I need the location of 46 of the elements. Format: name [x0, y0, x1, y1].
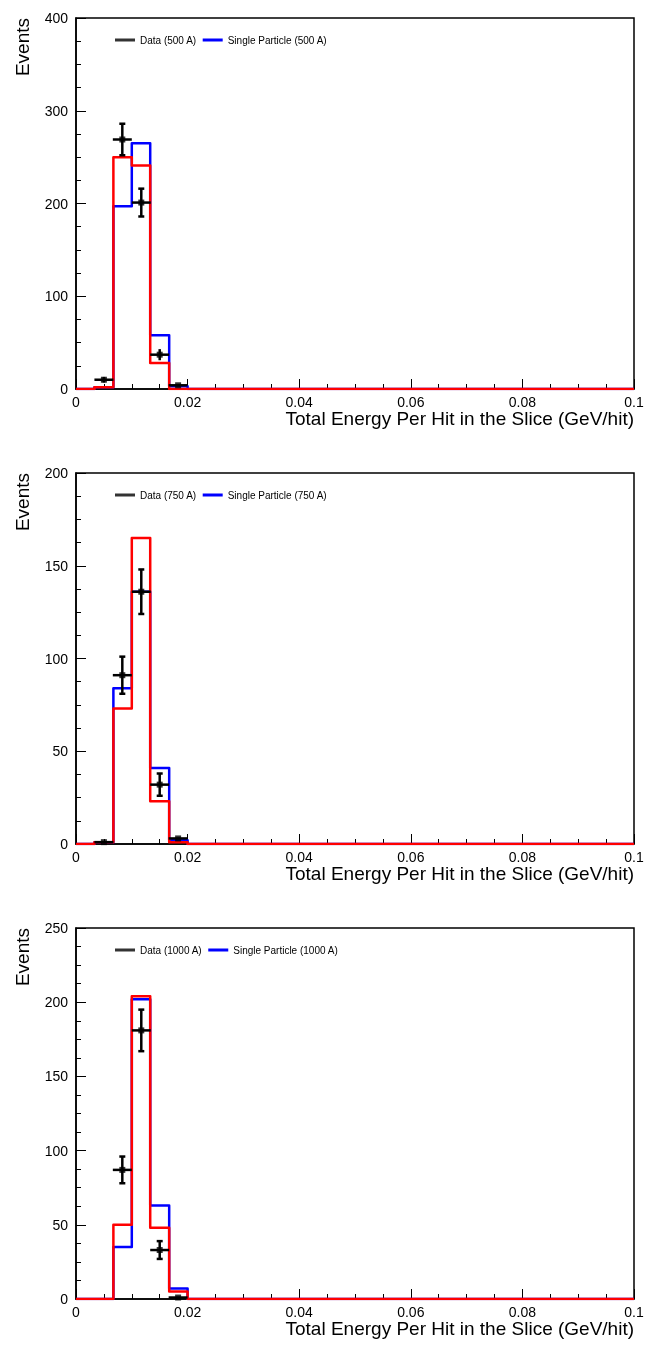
y-tick-label: 150 [44, 1068, 69, 1085]
x-tick-label: 0 [72, 1304, 81, 1320]
y-tick-label: 400 [44, 10, 69, 26]
x-axis-title: Total Energy Per Hit in the Slice (GeV/hit) [285, 408, 634, 429]
x-tick-label: 0 [72, 394, 81, 410]
y-tick-label: 0 [60, 1291, 69, 1307]
x-tick-label: 0.02 [173, 1304, 202, 1320]
y-tick-label: 100 [44, 650, 69, 667]
y-tick-label: 250 [44, 920, 69, 936]
legend-label: Data (500 A) [140, 34, 197, 46]
y-tick-label: 0 [60, 381, 69, 397]
y-tick-label: 200 [44, 994, 69, 1011]
legend-label: Single Particle (1000 A) [233, 944, 338, 956]
x-tick-label: 0.08 [508, 394, 537, 410]
x-axis-title: Total Energy Per Hit in the Slice (GeV/hit) [285, 1318, 634, 1339]
legend-label: Data (1000 A) [140, 944, 202, 956]
x-tick-label: 0.04 [285, 849, 314, 865]
x-tick-label: 0.02 [173, 849, 202, 865]
y-axis-title: Events [12, 18, 33, 77]
legend-label: Single Particle (500 A) [227, 34, 327, 46]
y-axis-title: Events [12, 473, 33, 532]
x-tick-label: 0 [72, 849, 81, 865]
x-tick-label: 0.1 [624, 394, 644, 410]
x-tick-label: 0.08 [508, 1304, 537, 1320]
x-tick-label: 0.08 [508, 849, 537, 865]
y-tick-label: 50 [52, 1216, 69, 1233]
y-tick-label: 200 [44, 195, 69, 212]
y-tick-label: 100 [44, 288, 69, 305]
y-tick-label: 50 [52, 743, 69, 760]
y-tick-label: 300 [44, 102, 69, 119]
x-tick-label: 0.06 [397, 1304, 425, 1320]
x-tick-label: 0.04 [285, 394, 314, 410]
x-tick-label: 0.1 [624, 1304, 644, 1320]
x-tick-label: 0.06 [397, 394, 425, 410]
y-tick-label: 0 [60, 836, 69, 852]
x-tick-label: 0.02 [173, 394, 202, 410]
y-tick-label: 100 [44, 1142, 69, 1159]
x-axis-title: Total Energy Per Hit in the Slice (GeV/hit) [285, 863, 634, 884]
x-tick-label: 0.06 [397, 849, 425, 865]
x-tick-label: 0.1 [624, 849, 644, 865]
x-tick-label: 0.04 [285, 1304, 314, 1320]
legend-label: Single Particle (750 A) [227, 489, 327, 501]
legend-label: Data (750 A) [140, 489, 197, 501]
y-axis-title: Events [12, 928, 33, 987]
y-tick-label: 200 [44, 465, 69, 481]
y-tick-label: 150 [44, 557, 69, 574]
